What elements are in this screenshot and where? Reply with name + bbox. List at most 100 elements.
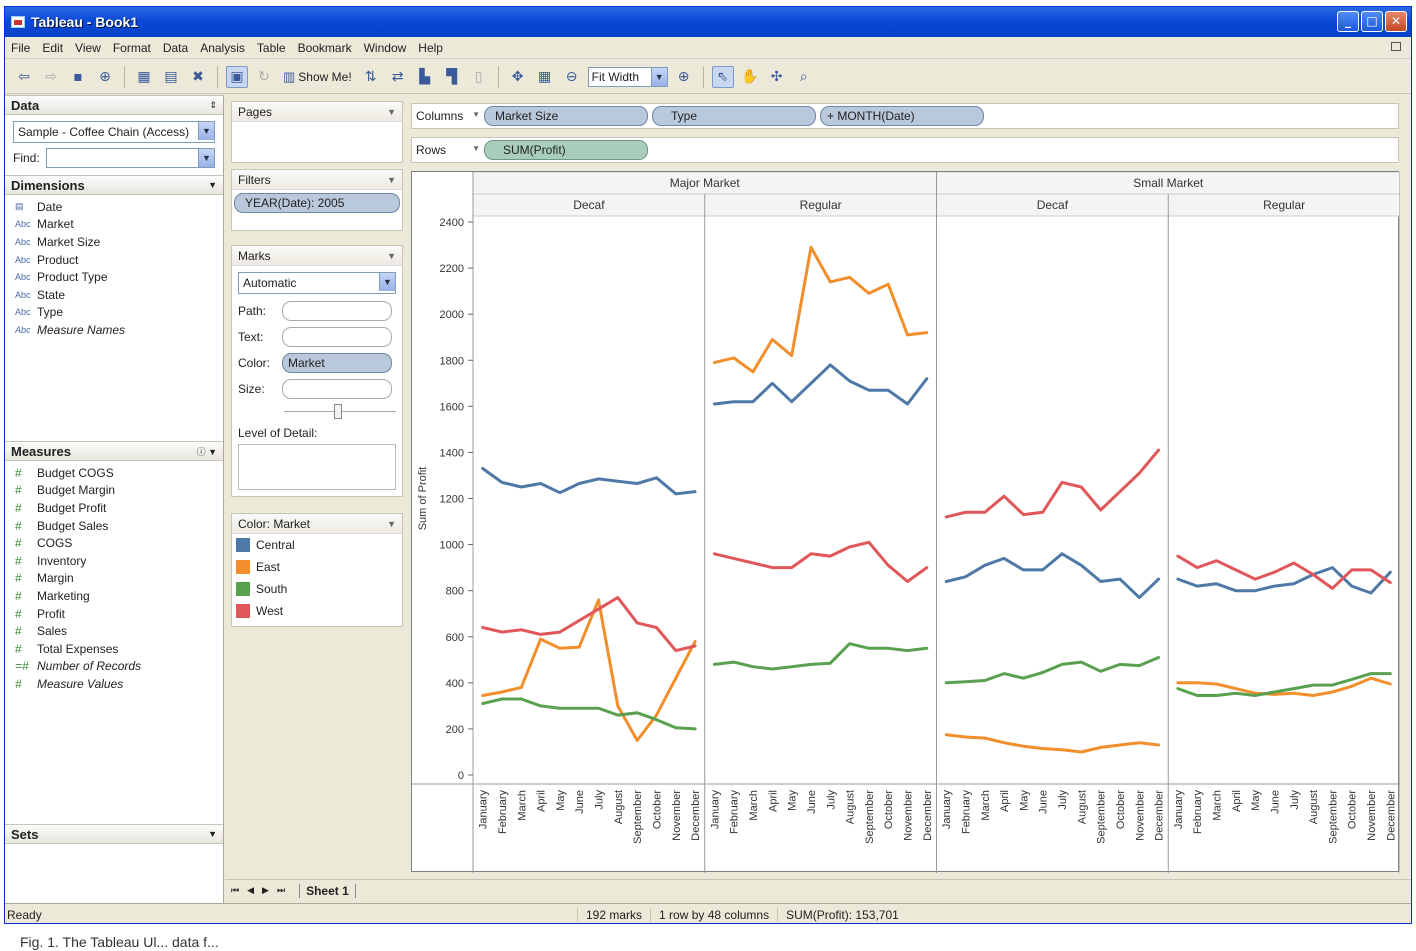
- auto-update-icon[interactable]: ▣: [226, 65, 248, 88]
- menu-data[interactable]: Data: [162, 40, 189, 55]
- measure-field[interactable]: # Budget COGS: [15, 465, 114, 480]
- data-header: Data ⇕: [5, 95, 223, 115]
- legend-item[interactable]: East: [232, 556, 402, 578]
- menu-help[interactable]: Help: [418, 40, 443, 55]
- columns-pill[interactable]: Type: [652, 106, 816, 126]
- zoom-magnify-icon[interactable]: ⌕: [799, 68, 808, 85]
- mark-type-select[interactable]: Automatic ▼: [238, 272, 396, 294]
- close-button[interactable]: ✕: [1385, 11, 1407, 32]
- forward-icon[interactable]: ⇨: [45, 68, 57, 85]
- measure-field[interactable]: # Budget Margin: [15, 483, 116, 498]
- dimension-field[interactable]: Abc Product Type: [15, 270, 108, 285]
- find-input[interactable]: ▼: [45, 148, 215, 168]
- info-icon[interactable]: ⓘ ▼: [196, 446, 217, 457]
- measure-field[interactable]: # Profit: [15, 606, 66, 621]
- color-pill[interactable]: Market: [282, 353, 392, 373]
- menu-view[interactable]: View: [75, 40, 101, 55]
- zoom-in-icon[interactable]: ⊕: [677, 68, 690, 85]
- slider-handle[interactable]: [334, 404, 342, 419]
- tab-sheet-1[interactable]: Sheet 1: [299, 883, 356, 898]
- legend-item[interactable]: West: [232, 600, 402, 622]
- legend-item[interactable]: South: [232, 578, 402, 600]
- measure-field[interactable]: # Budget Sales: [15, 518, 109, 533]
- measure-field[interactable]: # Margin: [15, 571, 74, 586]
- text-shelf[interactable]: [282, 327, 392, 347]
- level-of-detail-shelf[interactable]: [238, 444, 396, 490]
- columns-shelf[interactable]: Columns ▼ Market Size Type + MONTH(Date): [411, 103, 1399, 129]
- measure-field[interactable]: # COGS: [15, 536, 73, 551]
- fit-icon[interactable]: ✥: [511, 68, 524, 85]
- first-sheet-icon[interactable]: ⏮: [231, 885, 240, 895]
- clear-sheet-icon[interactable]: ✖: [192, 68, 204, 85]
- prev-sheet-icon[interactable]: ◀: [247, 885, 255, 895]
- measure-field[interactable]: # Budget Profit: [15, 500, 107, 515]
- sets-header[interactable]: Sets ▼: [5, 824, 223, 844]
- show-me-button[interactable]: ▥ Show Me!: [283, 68, 352, 84]
- measure-field[interactable]: =# Number of Records: [15, 659, 142, 674]
- dimensions-header[interactable]: Dimensions ▼: [5, 175, 223, 195]
- dimension-field[interactable]: ▤ Date: [15, 199, 63, 214]
- measure-field[interactable]: # Sales: [15, 624, 68, 639]
- menu-table[interactable]: Table: [256, 40, 286, 55]
- sort-descending-icon[interactable]: ▜: [446, 68, 458, 85]
- columns-pill[interactable]: + MONTH(Date): [820, 106, 984, 126]
- minimize-button[interactable]: _: [1337, 11, 1359, 32]
- select-pointer-icon[interactable]: ⇖: [711, 65, 734, 88]
- date-icon: ▤: [15, 201, 24, 212]
- measure-field[interactable]: # Total Expenses: [15, 641, 119, 656]
- back-icon[interactable]: ⇦: [18, 68, 30, 85]
- menu-file[interactable]: File: [11, 40, 31, 55]
- pan-hand-icon[interactable]: ✋: [740, 68, 759, 85]
- size-shelf[interactable]: [282, 379, 392, 399]
- legend-item[interactable]: Central: [232, 534, 402, 556]
- toolbar: ⇦ ⇨ ▪ ⊕ ▦ ▤ ✖ ▣ ↻ ▥ Show Me! ⇅ ⇄ ▙ ▜ ▯ ✥ …: [5, 60, 1411, 94]
- swap-icon[interactable]: ⇄: [391, 68, 404, 85]
- sort-bars-icon[interactable]: ▙: [419, 68, 431, 85]
- rows-pill[interactable]: SUM(Profit): [484, 140, 648, 160]
- measure-field[interactable]: # Marketing: [15, 588, 90, 603]
- view-area[interactable]: Major Market Small Market 0 200 400 600 800 100…: [411, 171, 1400, 873]
- rows-shelf[interactable]: Rows ▼ SUM(Profit): [411, 137, 1399, 163]
- y-tick-label: 2200: [440, 263, 464, 275]
- fit-width-select[interactable]: Fit Width ▼: [587, 66, 668, 87]
- filter-pill[interactable]: YEAR(Date): 2005: [234, 193, 400, 213]
- measure-field[interactable]: # Inventory: [15, 553, 87, 568]
- menu-analysis[interactable]: Analysis: [200, 40, 245, 55]
- dimension-field[interactable]: Abc Product: [15, 252, 79, 267]
- new-worksheet-icon[interactable]: ▦: [137, 68, 151, 85]
- move-icon[interactable]: ✣: [770, 68, 783, 85]
- zoom-out-icon[interactable]: ⊖: [565, 68, 578, 85]
- pages-card[interactable]: Pages ▼: [231, 101, 403, 163]
- maximize-button[interactable]: □: [1361, 11, 1383, 32]
- path-shelf[interactable]: [282, 301, 392, 321]
- restore-window-icon[interactable]: [1391, 42, 1401, 51]
- x-tick-label: May: [1250, 790, 1262, 811]
- dimension-field[interactable]: Abc Measure Names: [15, 322, 126, 337]
- dimension-field[interactable]: Abc Market Size: [15, 234, 101, 249]
- highlight-icon[interactable]: ▯: [474, 68, 483, 85]
- last-sheet-icon[interactable]: ⏭: [276, 885, 286, 895]
- menu-window[interactable]: Window: [363, 40, 407, 55]
- status-dimensions: 1 row by 48 columns: [650, 907, 777, 922]
- data-source-select[interactable]: Sample - Coffee Chain (Access) ▼: [13, 121, 215, 143]
- refresh-icon[interactable]: ↻: [258, 68, 270, 85]
- next-sheet-icon[interactable]: ▶: [262, 885, 269, 895]
- sort-ascending-icon[interactable]: ⇅: [364, 68, 377, 85]
- measure-field[interactable]: # Measure Values: [15, 676, 124, 691]
- columns-pill[interactable]: Market Size: [484, 106, 648, 126]
- menu-format[interactable]: Format: [112, 40, 151, 55]
- dimension-field[interactable]: Abc Market: [15, 217, 74, 232]
- menu-bookmark[interactable]: Bookmark: [297, 40, 352, 55]
- dimension-field[interactable]: Abc State: [15, 287, 66, 302]
- presentation-icon[interactable]: ▦: [538, 68, 552, 85]
- connect-data-icon[interactable]: ⊕: [99, 68, 111, 85]
- save-icon[interactable]: ▪: [73, 68, 83, 85]
- measures-header[interactable]: Measures ⓘ ▼: [5, 441, 223, 461]
- filters-card[interactable]: Filters ▼ YEAR(Date): 2005: [231, 169, 403, 231]
- size-slider[interactable]: [284, 402, 396, 422]
- number-icon: #: [15, 676, 22, 691]
- pin-icon[interactable]: ⇕: [209, 99, 217, 110]
- duplicate-sheet-icon[interactable]: ▤: [164, 68, 178, 85]
- menu-edit[interactable]: Edit: [42, 40, 64, 55]
- dimension-field[interactable]: Abc Type: [15, 305, 64, 320]
